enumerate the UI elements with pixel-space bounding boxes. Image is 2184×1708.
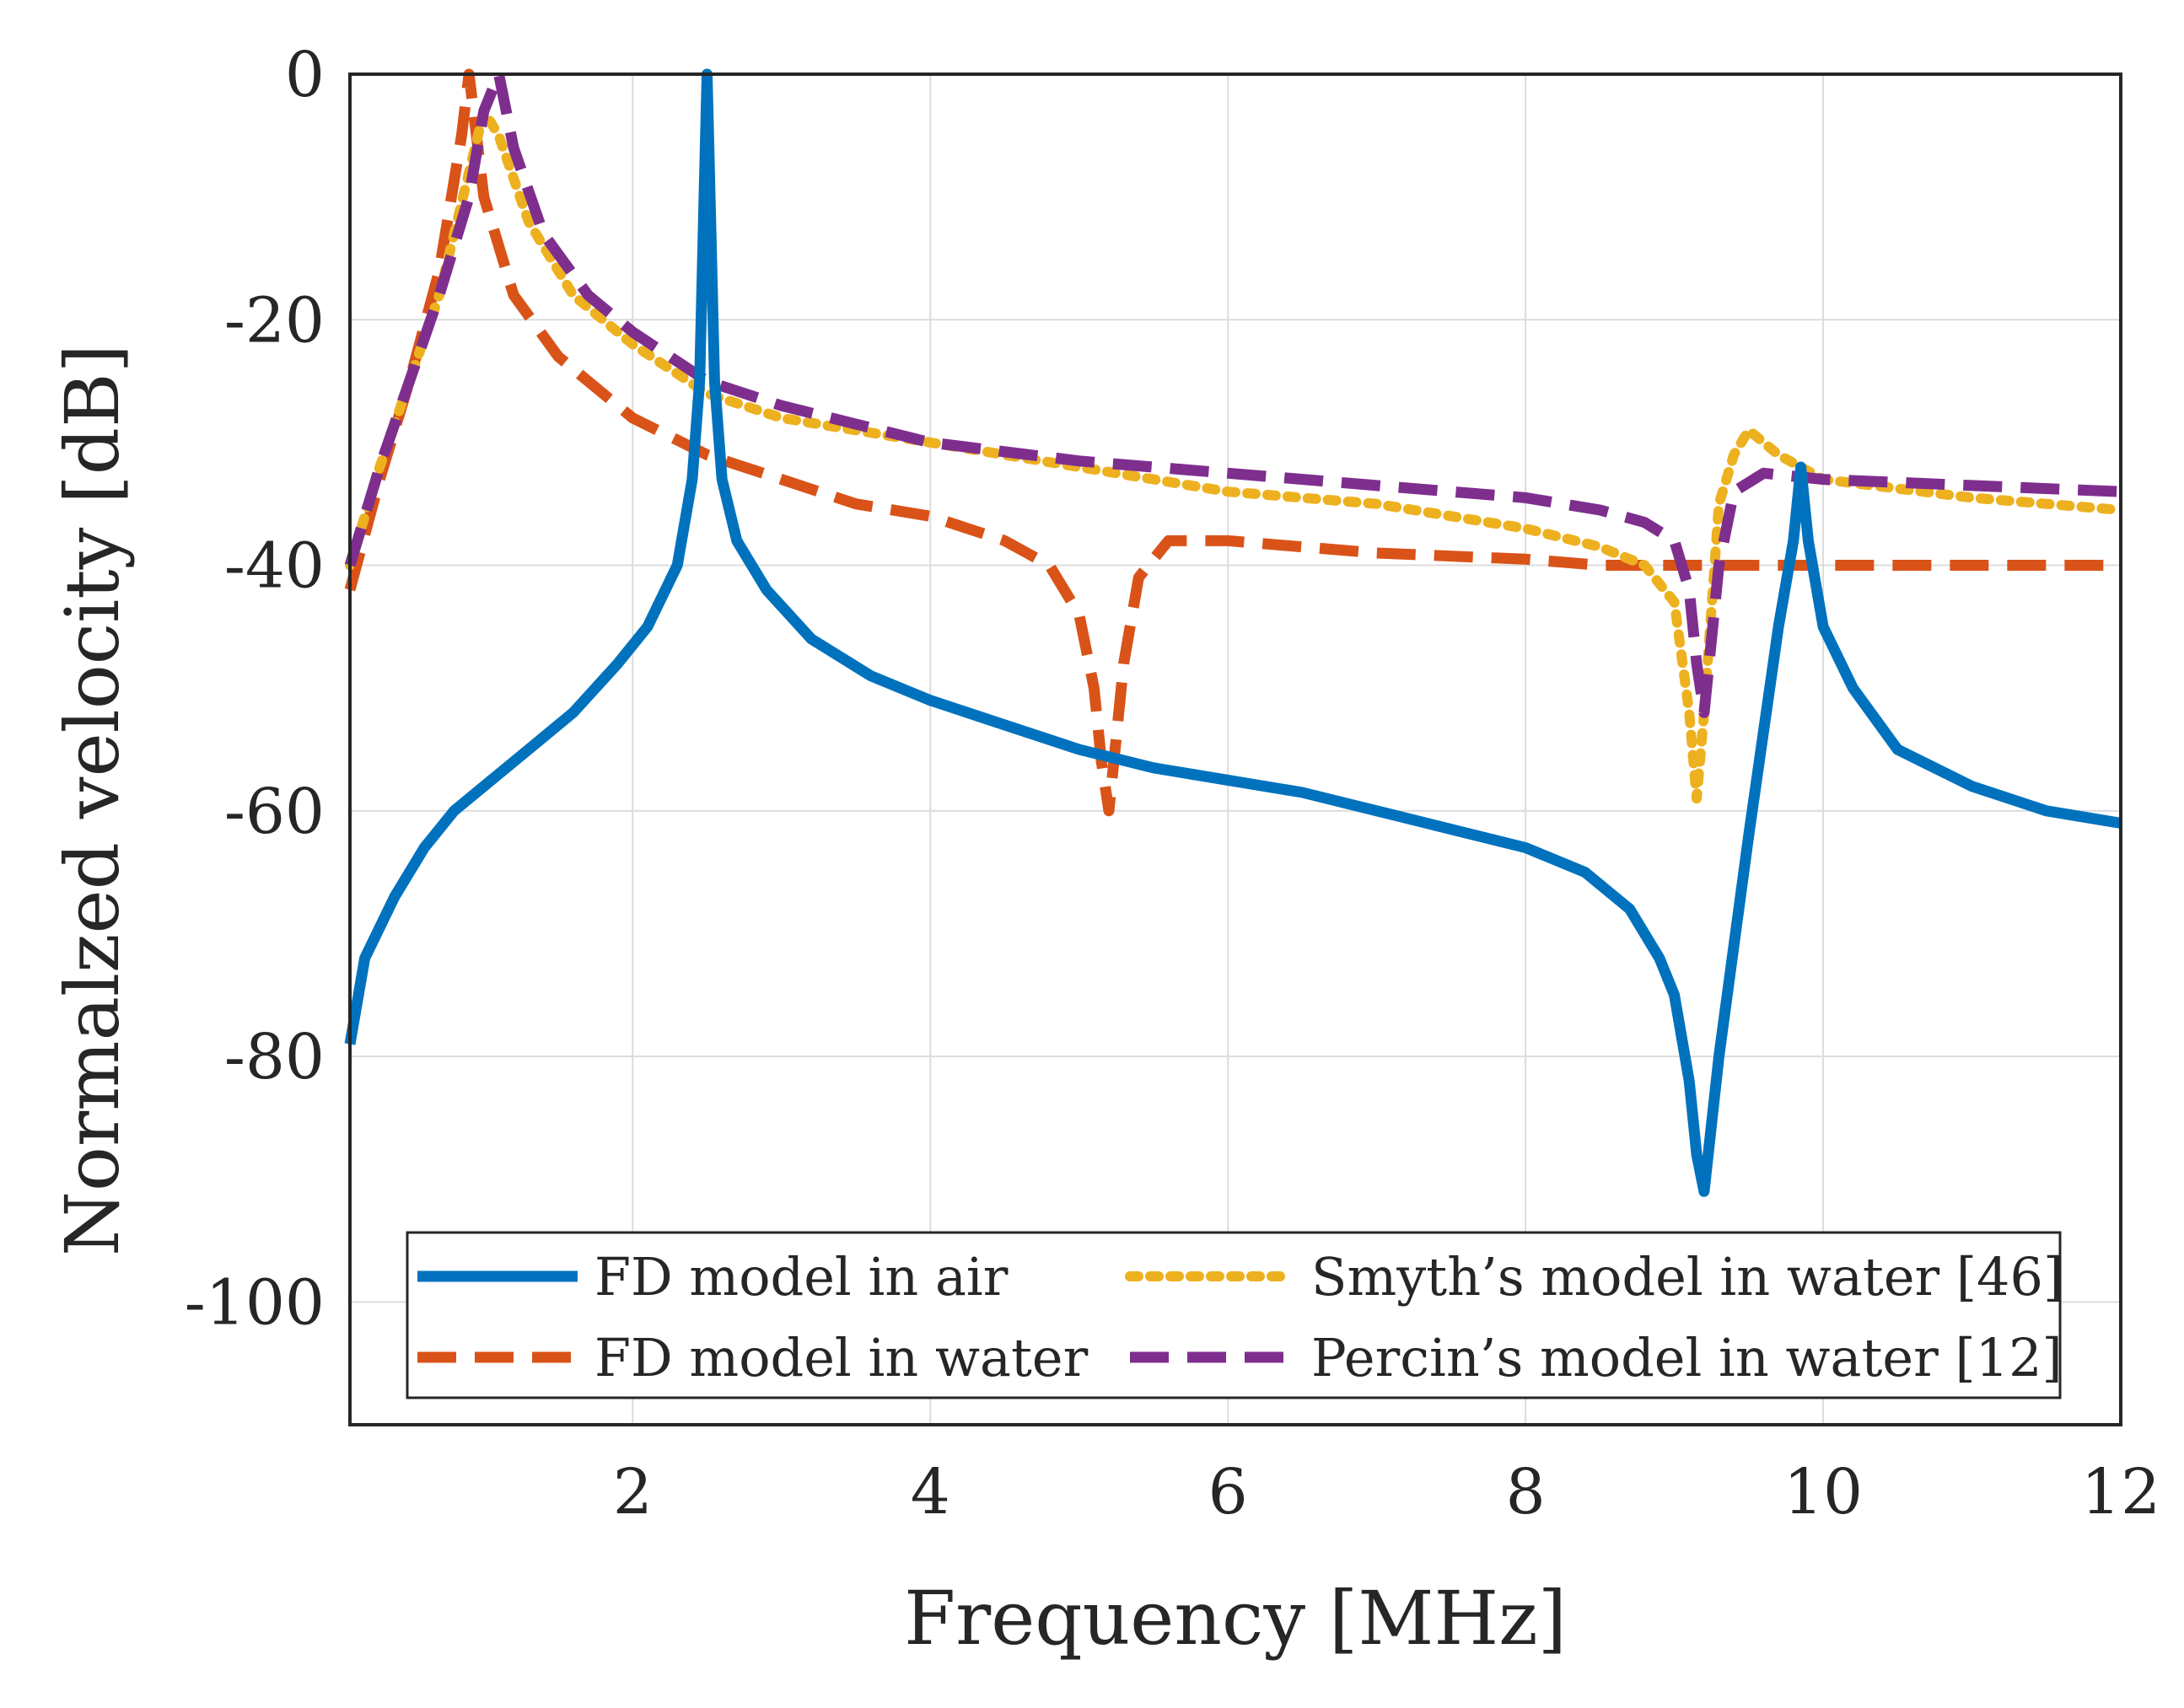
x-tick-label: 2 — [613, 1456, 653, 1528]
y-tick-label: -100 — [185, 1266, 325, 1339]
x-tick-label: 10 — [1783, 1456, 1863, 1528]
y-tick-label: -20 — [224, 284, 325, 357]
y-tick-label: 0 — [285, 39, 325, 111]
x-tick-label: 8 — [1506, 1456, 1546, 1528]
plot-area — [350, 74, 2121, 1425]
plot-frame — [348, 73, 2122, 1426]
grid — [350, 73, 2122, 1425]
y-tick-label: -80 — [224, 1021, 325, 1093]
legend-label-fd-air: FD model in air — [594, 1246, 1009, 1308]
series-percin — [344, 68, 2122, 718]
y-tick-label: -60 — [224, 776, 325, 848]
legend-box — [406, 1231, 2062, 1399]
y-tick-label: -40 — [224, 530, 325, 603]
legend: FD model in air FD model in water Smyth’… — [406, 1231, 2063, 1399]
x-axis-title: Frequency [MHz] — [904, 1575, 1567, 1662]
x-tick-label: 6 — [1208, 1456, 1248, 1528]
x-tick-label: 12 — [2081, 1456, 2160, 1528]
legend-label-fd-water: FD model in water — [594, 1327, 1089, 1388]
y-axis-title: Normalzed velocity [dB] — [49, 344, 136, 1256]
tick-labels: 2 4 6 8 10 12 0 -20 -40 -60 -80 -100 — [185, 39, 2160, 1528]
x-tick-label: 4 — [911, 1456, 950, 1528]
legend-label-percin: Percin’s model in water [12] — [1311, 1327, 2063, 1388]
series-fd-air — [344, 68, 2122, 1197]
legend-label-smyth: Smyth’s model in water [46] — [1311, 1246, 2063, 1308]
